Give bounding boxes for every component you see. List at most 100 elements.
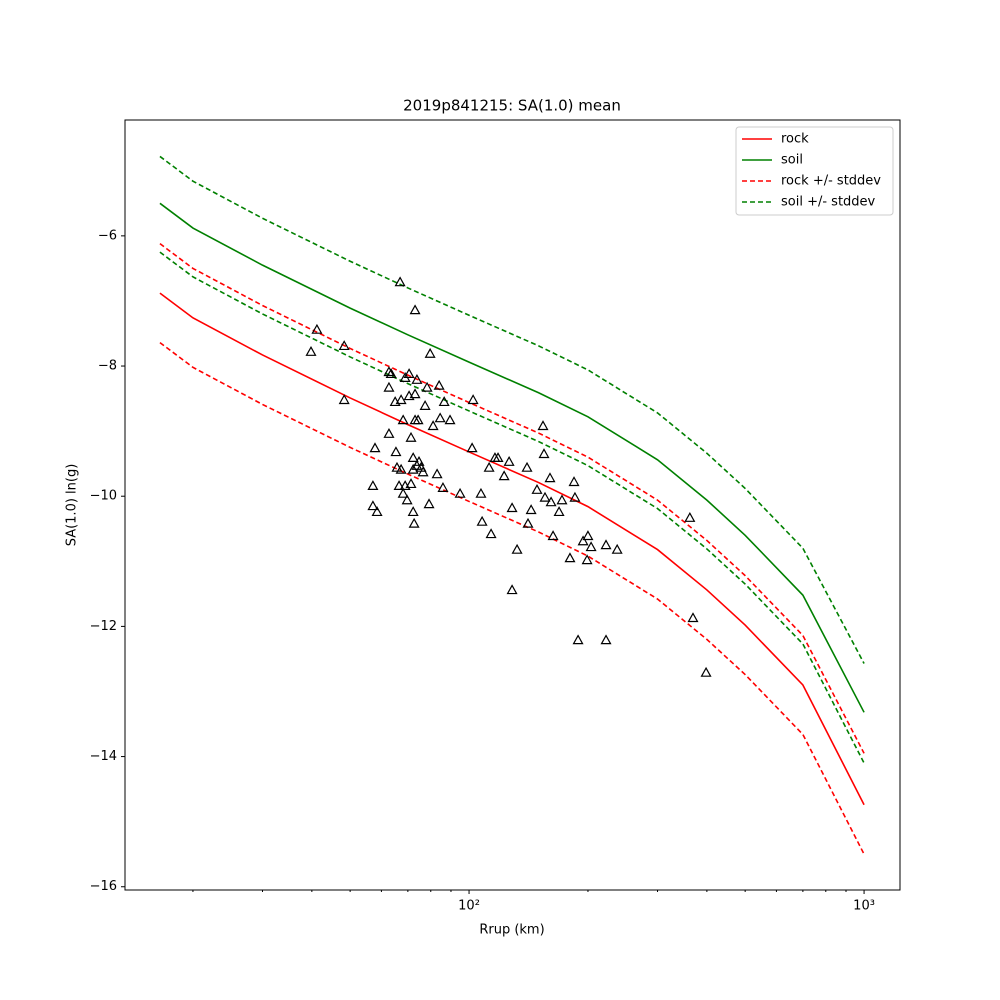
data-point (498, 470, 510, 481)
y-tick-label: −14 (90, 749, 117, 764)
data-point (582, 530, 594, 541)
data-point (419, 400, 431, 410)
data-point (544, 472, 556, 483)
data-point (371, 506, 383, 517)
data-point (417, 466, 429, 477)
data-point (433, 379, 445, 390)
y-axis-label: SA(1.0) ln(g) (65, 464, 80, 547)
data-point (700, 666, 712, 677)
data-point (485, 528, 497, 539)
x-tick-label: 10² (458, 899, 480, 914)
series-line (159, 155, 865, 664)
data-point (395, 463, 407, 474)
data-point (687, 612, 699, 623)
data-point (311, 323, 323, 334)
y-tick-label: −12 (90, 619, 117, 634)
data-point (421, 381, 433, 392)
data-point (568, 476, 580, 487)
y-tick-label: −6 (98, 228, 117, 243)
series-line-lower (159, 341, 865, 855)
data-point (585, 541, 597, 552)
y-tick-label: −8 (98, 359, 117, 374)
data-point (383, 381, 395, 392)
data-point (503, 455, 515, 466)
data-point (383, 427, 395, 438)
data-point (522, 517, 534, 528)
data-point (492, 452, 504, 463)
legend-label: rock (781, 132, 809, 147)
data-point (454, 487, 466, 498)
data-point (600, 539, 612, 550)
data-point (476, 515, 488, 526)
data-point (338, 394, 350, 405)
data-point (684, 511, 696, 522)
data-point (564, 552, 576, 563)
data-point (367, 500, 379, 511)
data-point (403, 368, 415, 379)
data-point (466, 442, 478, 453)
data-point (437, 482, 449, 492)
data-point (556, 494, 568, 505)
data-point (391, 461, 403, 472)
data-point (424, 347, 436, 358)
data-point (385, 368, 397, 379)
legend-box (735, 126, 894, 216)
series-line (159, 243, 865, 754)
data-point (611, 543, 623, 554)
x-axis-label: Rrup (km) (479, 923, 544, 938)
data-point (394, 276, 406, 287)
data-point (397, 414, 409, 425)
data-point (431, 468, 443, 479)
data-point (600, 634, 612, 645)
data-point (547, 530, 559, 541)
data-point (393, 480, 405, 490)
data-point (531, 483, 543, 494)
data-point (577, 535, 589, 546)
series-line (159, 292, 865, 806)
data-point (475, 487, 487, 498)
legend-label: soil (781, 153, 803, 168)
series-line-lower (159, 251, 865, 764)
data-point (305, 345, 317, 356)
data-point (407, 506, 419, 517)
data-point (413, 455, 425, 466)
data-point (409, 388, 421, 399)
data-point (409, 304, 421, 315)
data-point (407, 452, 419, 463)
plot-frame (124, 119, 901, 891)
data-point (434, 412, 446, 423)
data-point (401, 494, 413, 505)
data-point (408, 517, 420, 528)
data-point (405, 431, 417, 442)
data-point (444, 414, 456, 425)
x-tick-label: 10³ (853, 899, 875, 914)
y-tick-label: −10 (90, 489, 117, 504)
data-point (338, 340, 350, 351)
data-point (367, 480, 379, 490)
data-point (537, 420, 549, 431)
data-point (467, 394, 479, 405)
data-point (506, 502, 518, 513)
data-point (525, 504, 537, 515)
data-point (539, 491, 551, 502)
data-point (405, 478, 417, 489)
y-tick-label: −16 (90, 879, 117, 894)
data-point (438, 396, 450, 407)
data-point (545, 496, 557, 507)
data-point (511, 543, 523, 554)
data-point (397, 487, 409, 498)
data-point (572, 634, 584, 645)
series-line (159, 202, 865, 713)
data-point (506, 584, 518, 595)
data-point (390, 446, 402, 457)
data-point (538, 448, 550, 459)
data-point (569, 491, 581, 502)
data-point (395, 394, 407, 405)
legend-label: soil +/- stddev (781, 195, 876, 210)
data-point (581, 554, 593, 565)
data-point (483, 461, 495, 472)
data-point (427, 420, 439, 431)
legend-label: rock +/- stddev (781, 174, 881, 189)
data-point (369, 442, 381, 453)
